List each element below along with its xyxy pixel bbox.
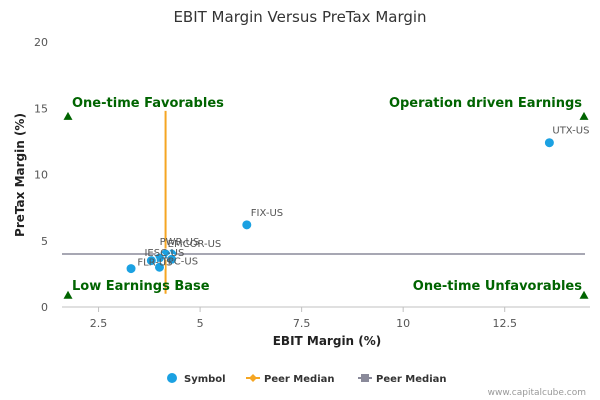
quadrant-label-bottom-right: One-time Unfavorables bbox=[413, 279, 582, 294]
point-label: UTX-US bbox=[552, 126, 589, 137]
plot-area: 2.5 5 7.5 10 12.5 0 5 10 15 20 One-time Favorables… bbox=[34, 36, 590, 330]
y-tick-label: 0 bbox=[41, 301, 48, 314]
y-tick-label: 10 bbox=[34, 169, 48, 182]
x-tick-label: 10 bbox=[396, 317, 410, 330]
data-point bbox=[145, 255, 157, 267]
chart-title: EBIT Margin Versus PreTax Margin bbox=[173, 8, 426, 26]
point-label: TPC-US bbox=[161, 256, 198, 267]
data-point bbox=[543, 137, 555, 149]
legend-label: Symbol bbox=[184, 374, 226, 385]
quadrant-marker-bottom-right bbox=[579, 290, 589, 299]
x-tick-label: 5 bbox=[197, 317, 204, 330]
legend-label: Peer Median bbox=[264, 374, 335, 385]
y-tick-label: 20 bbox=[34, 36, 48, 49]
data-point bbox=[241, 219, 253, 231]
point-label: IESC-US bbox=[144, 248, 184, 259]
quadrant-label-bottom-left: Low Earnings Base bbox=[72, 279, 210, 294]
point-label: PWR-US bbox=[160, 237, 200, 248]
legend-label: Peer Median bbox=[376, 374, 447, 385]
data-point bbox=[125, 263, 137, 275]
quadrant-marker-top-right bbox=[579, 111, 589, 120]
y-tick-label: 15 bbox=[34, 102, 48, 115]
credit-text: www.capitalcube.com bbox=[488, 388, 586, 398]
data-point bbox=[153, 261, 165, 273]
quadrant-marker-bottom-left bbox=[63, 290, 73, 299]
point-label: FIX-US bbox=[251, 208, 283, 219]
legend: Symbol Peer Median Peer Median bbox=[167, 373, 447, 385]
data-point bbox=[166, 253, 178, 265]
x-tick-label: 12.5 bbox=[492, 317, 517, 330]
quadrant-label-top-right: Operation driven Earnings bbox=[389, 96, 582, 111]
y-tick-label: 5 bbox=[41, 235, 48, 248]
legend-peer-median-y-marker bbox=[361, 374, 369, 382]
x-axis-title: EBIT Margin (%) bbox=[273, 334, 382, 348]
point-label: EMCOR-US bbox=[168, 239, 222, 250]
legend-symbol-marker bbox=[167, 373, 177, 383]
x-tick-label: 2.5 bbox=[90, 317, 108, 330]
x-tick-label: 7.5 bbox=[293, 317, 311, 330]
quadrant-label-top-left: One-time Favorables bbox=[72, 96, 224, 111]
y-axis-title: PreTax Margin (%) bbox=[13, 113, 27, 237]
quadrant-marker-top-left bbox=[63, 111, 73, 120]
point-label: FLR-US bbox=[137, 258, 172, 269]
legend-peer-median-x-marker bbox=[249, 374, 257, 382]
